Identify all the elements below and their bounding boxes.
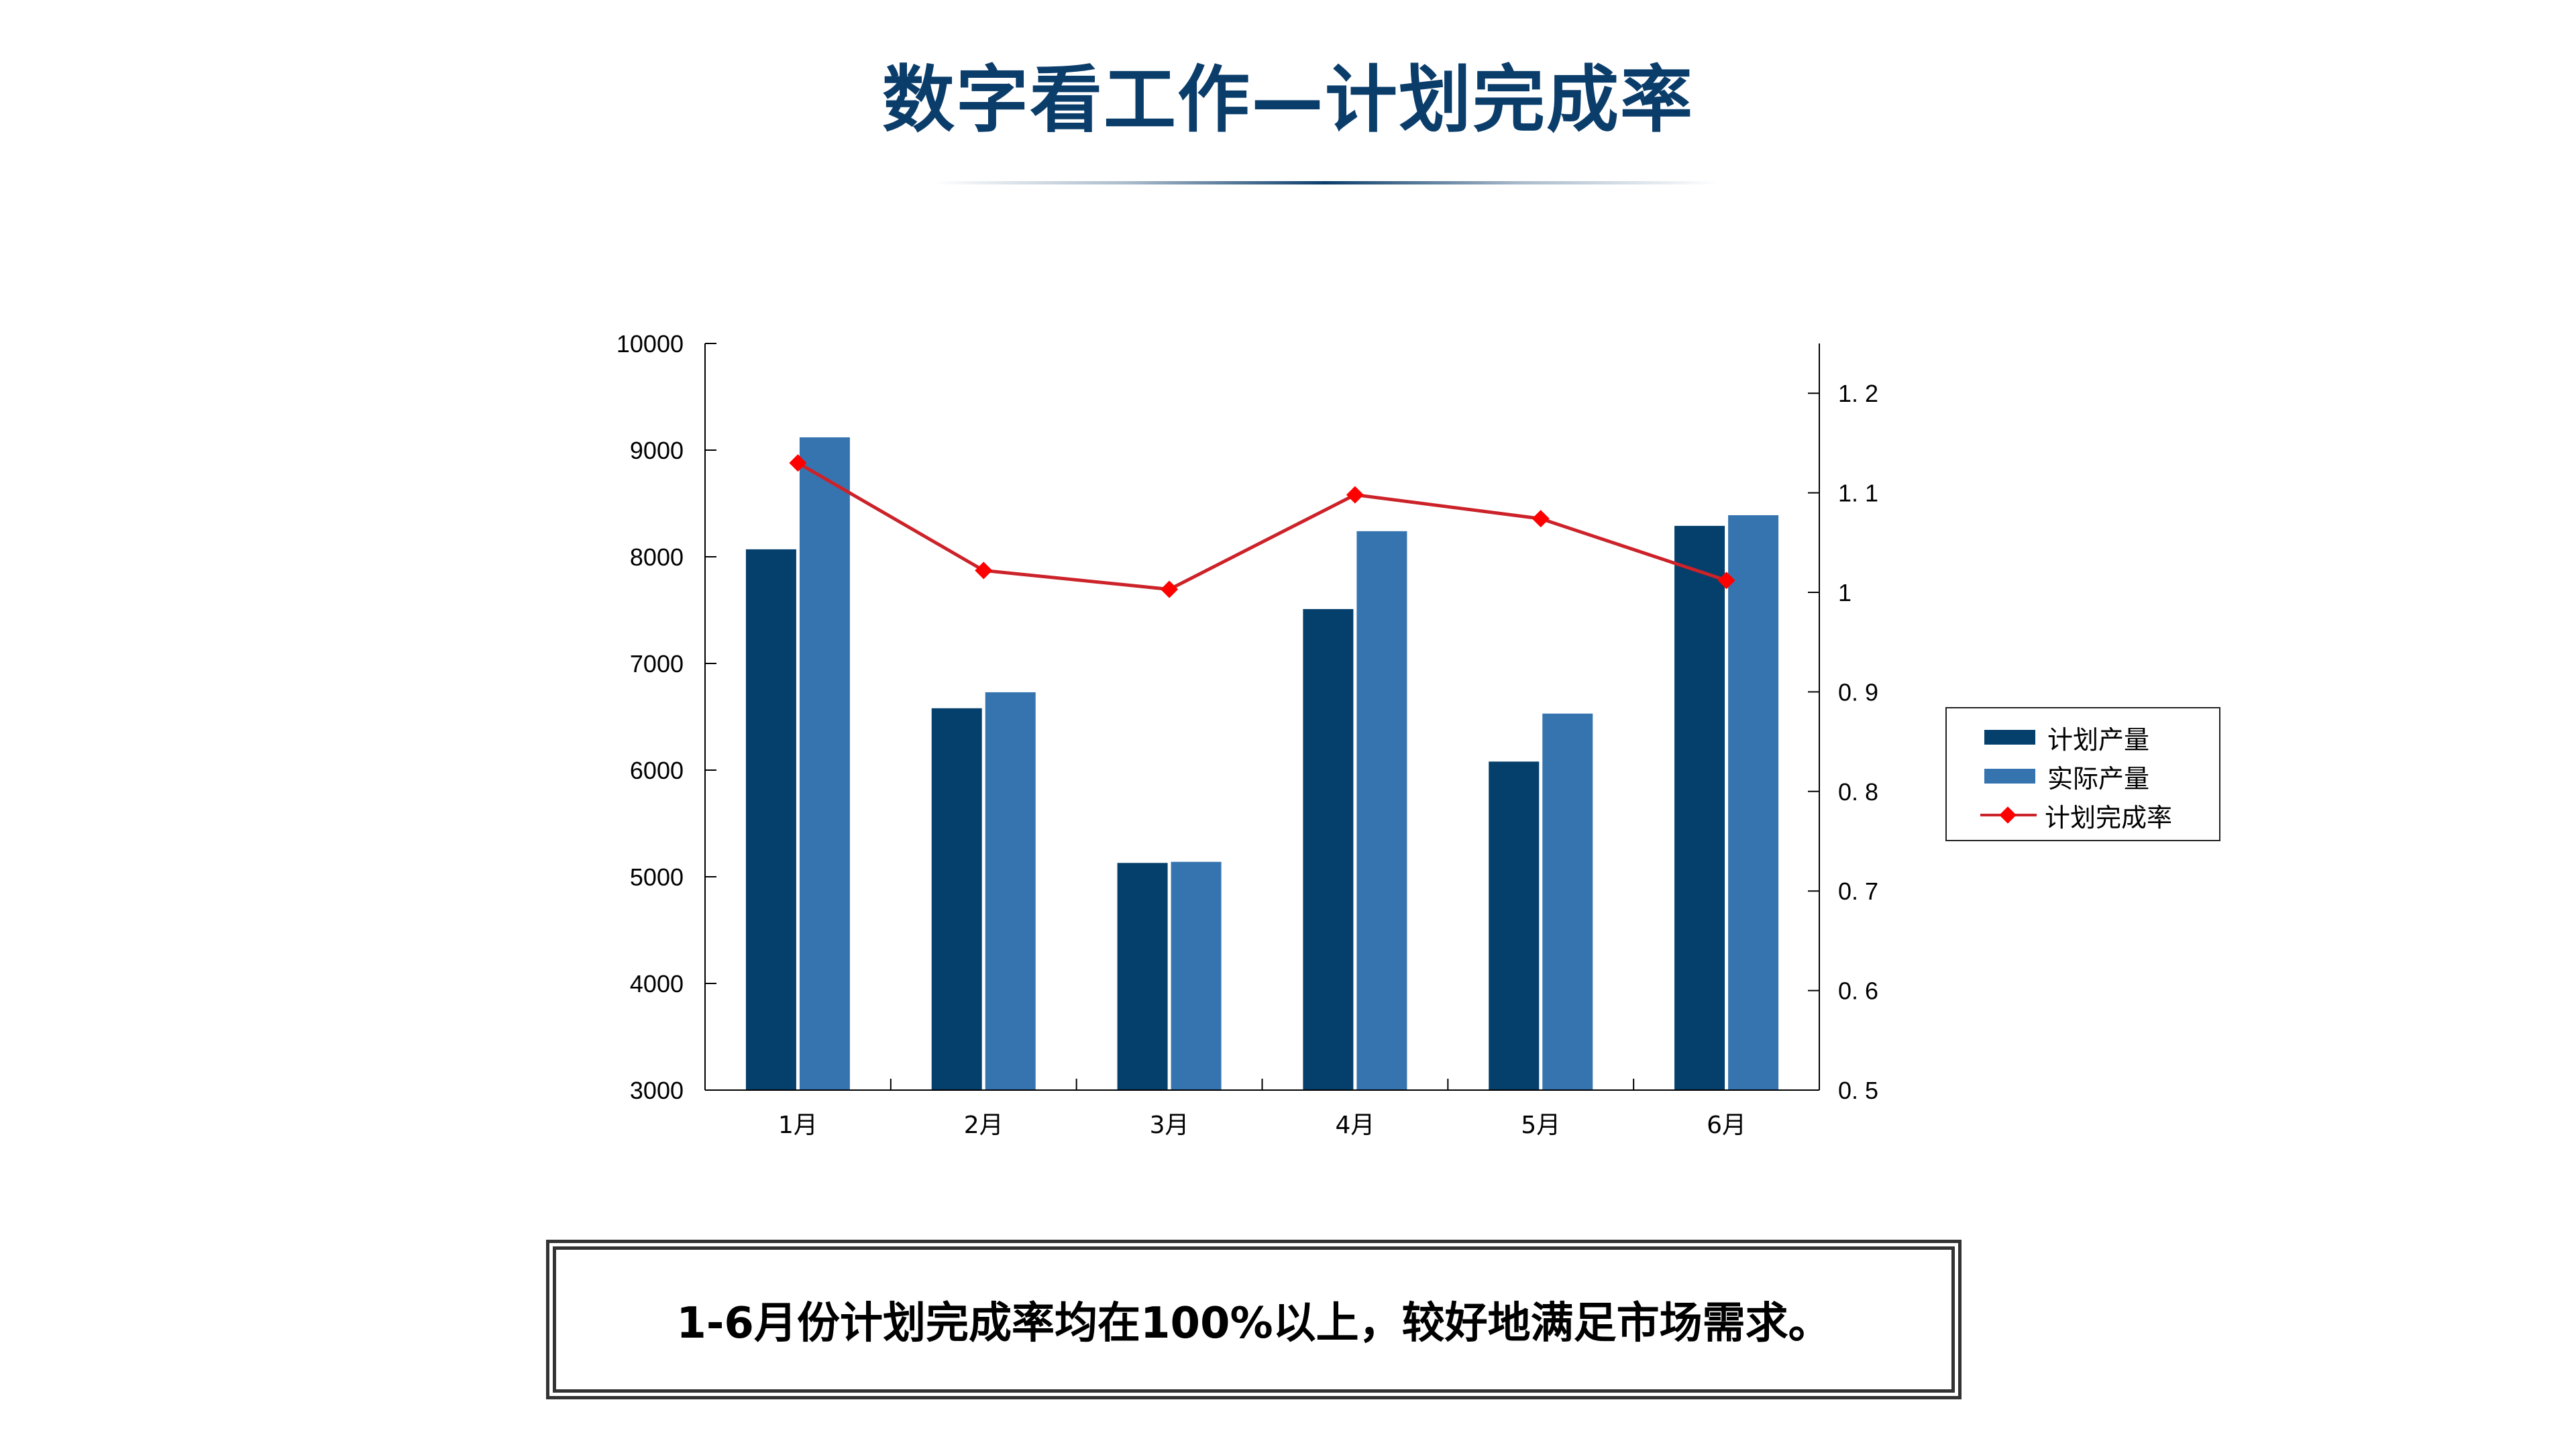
diamond-marker-icon bbox=[789, 454, 807, 472]
plan-bar bbox=[931, 708, 982, 1089]
rate-line-series bbox=[789, 454, 1735, 598]
left-tick-label: 7000 bbox=[630, 650, 684, 678]
plan-bar bbox=[1489, 761, 1540, 1089]
title-underline bbox=[932, 181, 1717, 184]
left-tick-label: 9000 bbox=[630, 437, 684, 464]
legend-item-rate: 计划完成率 bbox=[1980, 798, 2173, 833]
page-title: 数字看工作—计划完成率 bbox=[881, 58, 1694, 142]
line-diamond-icon bbox=[1980, 806, 2037, 824]
plan-bar bbox=[1303, 608, 1354, 1089]
actual-bar bbox=[1542, 713, 1593, 1089]
x-tick-label: 2月 bbox=[964, 1112, 1004, 1139]
right-tick-label: 1 bbox=[1838, 579, 1851, 606]
actual-bar bbox=[985, 692, 1036, 1089]
x-tick-label: 5月 bbox=[1521, 1112, 1560, 1139]
left-tick-label: 6000 bbox=[630, 757, 684, 784]
x-tick-label: 6月 bbox=[1707, 1112, 1746, 1139]
actual-swatch-icon bbox=[1984, 769, 2035, 784]
legend-item-plan: 计划产量 bbox=[1984, 720, 2150, 755]
summary-box: 1-6月份计划完成率均在100%以上，较好地满足市场需求。 bbox=[546, 1240, 1962, 1399]
right-tick-label: 0. 8 bbox=[1838, 778, 1878, 806]
diamond-marker-icon bbox=[1346, 486, 1364, 504]
legend-label: 计划产量 bbox=[2047, 724, 2150, 755]
plan-bar bbox=[1674, 525, 1725, 1089]
right-y-axis: 0. 5 0. 6 0. 7 0. 8 0. 9 1 1. 1 1. 2 bbox=[1808, 343, 1878, 1104]
legend-label: 实际产量 bbox=[2047, 763, 2150, 794]
left-tick-label: 4000 bbox=[630, 970, 684, 998]
right-tick-label: 0. 9 bbox=[1838, 678, 1878, 706]
right-tick-label: 1. 2 bbox=[1838, 380, 1878, 407]
actual-bar bbox=[799, 437, 850, 1089]
diamond-marker-icon bbox=[1161, 580, 1179, 598]
legend-item-actual: 实际产量 bbox=[1984, 759, 2150, 794]
rate-polyline bbox=[797, 461, 1727, 592]
x-tick-label: 3月 bbox=[1150, 1112, 1189, 1139]
diamond-marker-icon bbox=[1717, 572, 1735, 590]
left-y-axis: 3000 4000 5000 6000 7000 8000 9000 10000 bbox=[616, 330, 716, 1104]
actual-bar bbox=[1728, 515, 1779, 1089]
left-tick-label: 8000 bbox=[630, 543, 684, 571]
chart-legend: 计划产量 实际产量 计划完成率 bbox=[1945, 707, 2220, 841]
legend-label: 计划完成率 bbox=[2045, 802, 2173, 833]
right-tick-label: 0. 6 bbox=[1838, 977, 1878, 1005]
diamond-marker-icon bbox=[975, 561, 993, 580]
x-axis: 1月 2月 3月 4月 5月 6月 bbox=[705, 1079, 1819, 1139]
bar-series bbox=[745, 437, 1779, 1089]
plan-swatch-icon bbox=[1984, 730, 2035, 745]
left-tick-label: 10000 bbox=[616, 330, 684, 358]
summary-text: 1-6月份计划完成率均在100%以上，较好地满足市场需求。 bbox=[676, 1299, 1831, 1348]
x-tick-label: 4月 bbox=[1335, 1112, 1375, 1139]
right-tick-label: 1. 1 bbox=[1838, 480, 1878, 507]
x-tick-label: 1月 bbox=[778, 1112, 818, 1139]
summary-inner-border: 1-6月份计划完成率均在100%以上，较好地满足市场需求。 bbox=[553, 1246, 1955, 1393]
left-tick-label: 3000 bbox=[630, 1077, 684, 1104]
left-tick-label: 5000 bbox=[630, 863, 684, 891]
right-tick-label: 0. 5 bbox=[1838, 1077, 1878, 1104]
right-tick-label: 0. 7 bbox=[1838, 877, 1878, 905]
actual-bar bbox=[1171, 861, 1222, 1089]
diamond-marker-icon bbox=[1532, 510, 1550, 528]
plan-bar bbox=[745, 549, 796, 1089]
actual-bar bbox=[1356, 531, 1407, 1089]
plan-bar bbox=[1117, 863, 1168, 1089]
